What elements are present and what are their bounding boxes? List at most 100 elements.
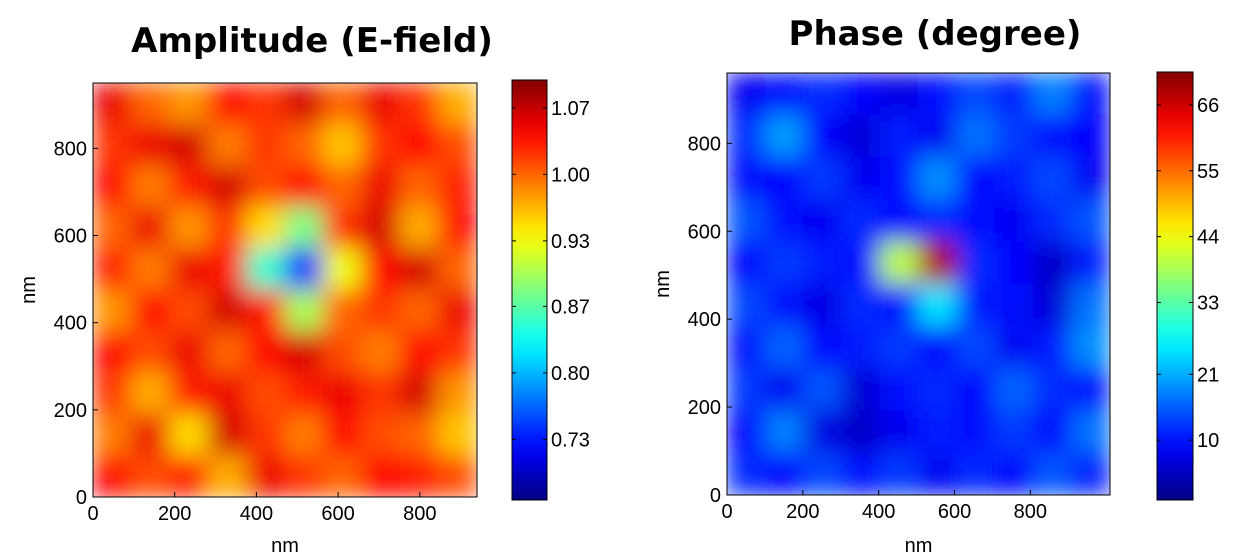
heat-cell <box>841 367 881 412</box>
heat-cell <box>803 367 843 412</box>
heat-cell <box>169 455 209 497</box>
x-tick-label: 600 <box>321 503 354 525</box>
heat-cell <box>1071 241 1110 285</box>
heat-cell <box>879 156 919 201</box>
heat-cell <box>956 452 996 495</box>
heat-cell <box>879 410 919 454</box>
heat-cell <box>284 123 324 167</box>
heat-cell <box>438 413 477 457</box>
heat-cell <box>246 289 286 332</box>
x-tick-label: 200 <box>158 503 191 525</box>
heat-cell <box>841 241 881 285</box>
heat-cell <box>727 325 766 369</box>
heat-cell <box>361 206 401 250</box>
heat-cell <box>1032 410 1073 454</box>
heat-cell <box>803 410 843 454</box>
x-axis-label: nm <box>905 535 933 557</box>
plot-frame <box>726 72 1111 496</box>
heat-cell <box>841 410 881 454</box>
heat-cell <box>361 165 401 208</box>
heat-cell <box>93 289 132 332</box>
heat-cell <box>1071 410 1110 454</box>
heat-cell <box>1032 283 1073 327</box>
heat-cell <box>727 283 766 327</box>
heat-cell <box>169 165 209 208</box>
colorbar-tick-label: 21 <box>1197 364 1219 386</box>
heat-cell <box>994 283 1034 327</box>
heat-cell <box>169 83 209 125</box>
heat-cell <box>956 156 996 201</box>
y-tick-label: 0 <box>76 487 87 509</box>
heat-cell <box>918 73 958 116</box>
heat-cell <box>918 283 958 327</box>
heat-cell <box>207 372 248 415</box>
x-tick-label: 400 <box>240 503 273 525</box>
y-tick-label: 200 <box>688 397 721 419</box>
heat-cell <box>246 83 286 125</box>
x-tick-label: 0 <box>721 501 732 523</box>
y-tick-label: 200 <box>54 400 87 422</box>
heat-cell <box>169 413 209 457</box>
colorbar-tick-label: 55 <box>1197 161 1219 183</box>
heat-cell <box>130 165 171 208</box>
heat-cell <box>322 206 363 250</box>
heat-cell <box>93 372 132 415</box>
heat-cell <box>438 330 477 374</box>
heat-cell <box>803 199 843 243</box>
heat-cell <box>956 367 996 412</box>
heat-cell <box>169 248 209 291</box>
heat-cell <box>246 413 286 457</box>
heat-cell <box>727 156 766 201</box>
chart-title: Phase (degree) <box>789 14 1082 54</box>
heat-cell <box>93 83 132 125</box>
heat-cell <box>93 248 132 291</box>
heat-cell <box>169 372 209 415</box>
x-tick-label: 400 <box>862 501 895 523</box>
heat-cell <box>841 156 881 201</box>
heat-cell <box>207 165 248 208</box>
heat-cell <box>361 330 401 374</box>
colorbar-tick-label: 66 <box>1197 95 1219 117</box>
heat-cell <box>361 289 401 332</box>
heat-cell <box>1032 199 1073 243</box>
y-tick-label: 600 <box>54 226 87 248</box>
heat-cell <box>918 241 958 285</box>
heat-cell <box>438 455 477 497</box>
heat-cell <box>879 199 919 243</box>
heat-cell <box>994 452 1034 495</box>
x-tick-label: 800 <box>1014 501 1047 523</box>
heat-cell <box>956 283 996 327</box>
heat-cell <box>246 330 286 374</box>
colorbar-tick-label: 44 <box>1197 227 1219 249</box>
heat-cell <box>764 241 805 285</box>
heat-cell <box>1032 114 1073 158</box>
x-tick-label: 800 <box>403 503 436 525</box>
heat-cell <box>130 123 171 167</box>
heat-cell <box>918 452 958 495</box>
heat-cell <box>764 199 805 243</box>
heat-cell <box>764 156 805 201</box>
heat-cell <box>918 410 958 454</box>
heat-cell <box>322 289 363 332</box>
heat-cell <box>727 452 766 495</box>
heat-cell <box>130 289 171 332</box>
colorbar <box>511 79 548 501</box>
heat-cell <box>1071 452 1110 495</box>
heat-cell <box>284 289 324 332</box>
heatmap <box>727 73 1110 495</box>
heat-cell <box>322 455 363 497</box>
y-tick-label: 800 <box>688 133 721 155</box>
heat-cell <box>322 83 363 125</box>
heat-cell <box>879 325 919 369</box>
heat-cell <box>1032 73 1073 116</box>
y-axis-label: nm <box>18 276 40 304</box>
heat-cell <box>1071 199 1110 243</box>
heat-cell <box>130 413 171 457</box>
heat-cell <box>803 114 843 158</box>
heat-cell <box>956 114 996 158</box>
heat-cell <box>246 206 286 250</box>
x-tick-label: 0 <box>87 503 98 525</box>
heat-cell <box>93 165 132 208</box>
heat-cell <box>1032 156 1073 201</box>
heat-cell <box>322 165 363 208</box>
